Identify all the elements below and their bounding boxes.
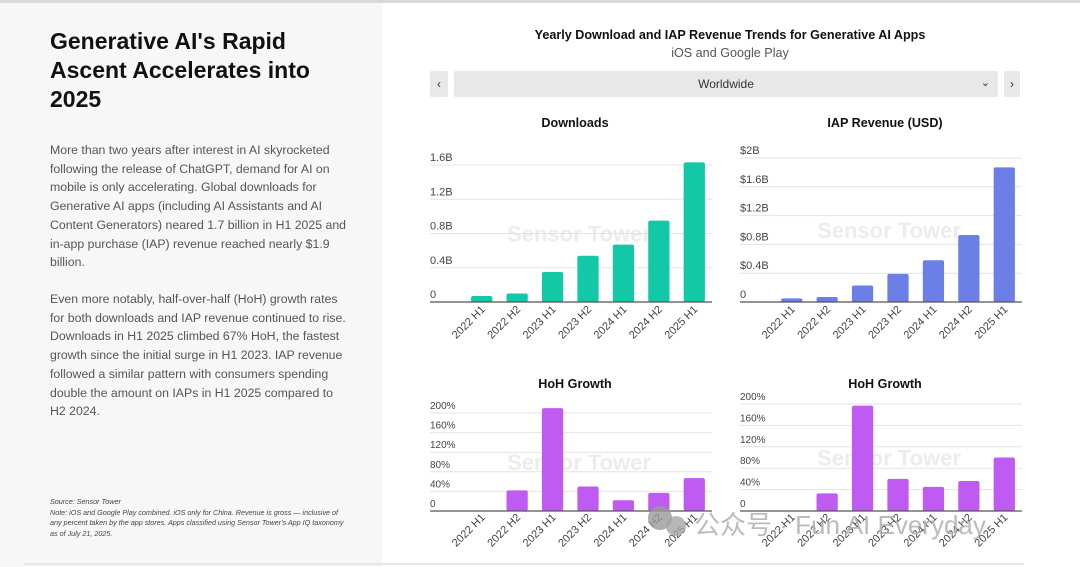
- y-tick-label: 0: [740, 289, 746, 301]
- x-tick-label: 2022 H2: [485, 512, 523, 550]
- bar-2025-h1: [993, 457, 1015, 511]
- y-tick-label: 120%: [740, 435, 766, 446]
- y-tick-label: 160%: [740, 413, 766, 424]
- x-tick-label: 2022 H1: [450, 512, 488, 550]
- x-tick-label: 2025 H1: [663, 304, 701, 342]
- bar-2024-h2: [648, 220, 670, 302]
- x-tick-label: 2022 H1: [760, 304, 798, 342]
- article-panel: Generative AI's Rapid Ascent Accelerates…: [0, 3, 382, 567]
- x-tick-label: 2023 H1: [831, 304, 869, 342]
- bar-2024-h2: [648, 492, 670, 511]
- article-paragraph-1: More than two years after interest in AI…: [50, 143, 347, 270]
- top-divider: [0, 0, 1080, 3]
- y-tick-label: 0.4B: [430, 255, 453, 267]
- source-label: Source: Sensor Tower: [50, 497, 121, 506]
- sensor-tower-watermark: Sensor Tower: [817, 446, 961, 471]
- y-tick-label: $0.4B: [740, 260, 769, 272]
- chevron-right-icon: ›: [1010, 77, 1014, 91]
- article-paragraph-2: Even more notably, half-over-half (HoH) …: [50, 292, 346, 419]
- y-tick-label: 0: [430, 289, 436, 301]
- wechat-logo-icon-secondary: [666, 516, 686, 536]
- x-tick-label: 2023 H2: [556, 304, 594, 342]
- bar-2023-h2: [887, 273, 909, 302]
- y-tick-label: 80%: [740, 456, 760, 467]
- bar-2022-h2: [816, 296, 838, 302]
- sensor-tower-watermark: Sensor Tower: [507, 450, 651, 475]
- bar-2023-h2: [887, 478, 909, 511]
- bar-2023-h1: [541, 408, 564, 511]
- x-tick-label: 2024 H1: [592, 304, 630, 342]
- chevron-left-icon: ‹: [437, 77, 441, 91]
- bar-2022-h2: [816, 493, 838, 511]
- y-tick-label: $2B: [740, 145, 760, 157]
- chart-title-2: IAP Revenue (USD): [827, 116, 942, 130]
- wechat-logo-icon: [648, 506, 672, 530]
- x-tick-label: 2025 H1: [973, 304, 1011, 342]
- bar-2022-h2: [506, 293, 528, 302]
- chart-title-3: HoH Growth: [538, 377, 611, 391]
- bar-2023-h2: [577, 486, 599, 511]
- prev-region-button[interactable]: ‹: [430, 71, 448, 97]
- dashboard-title: Yearly Download and IAP Revenue Trends f…: [534, 28, 926, 42]
- y-tick-label: $1.6B: [740, 174, 769, 186]
- x-tick-label: 2023 H1: [521, 304, 559, 342]
- bar-2023-h1: [541, 272, 564, 302]
- y-tick-label: 40%: [740, 478, 760, 489]
- methodology-note: Note: iOS and Google Play combined. iOS …: [50, 507, 344, 538]
- next-region-button[interactable]: ›: [1004, 71, 1020, 97]
- article-heading: Generative AI's Rapid Ascent Accelerates…: [50, 28, 310, 112]
- x-tick-label: 2024 H1: [592, 512, 630, 550]
- y-tick-label: $0.8B: [740, 231, 769, 243]
- x-tick-label: 2022 H2: [795, 304, 833, 342]
- y-tick-label: 200%: [740, 392, 766, 403]
- y-tick-label: $1.2B: [740, 203, 769, 215]
- source-note: Source: Sensor Tower Note: iOS and Googl…: [50, 497, 350, 539]
- dashboard-subtitle: iOS and Google Play: [671, 46, 789, 60]
- bottom-divider: [24, 563, 1024, 565]
- x-tick-label: 2024 H1: [902, 304, 940, 342]
- y-tick-label: 40%: [430, 479, 450, 490]
- y-tick-label: 1.6B: [430, 152, 453, 164]
- bar-2024-h1: [612, 244, 635, 302]
- x-tick-label: 2024 H2: [937, 304, 975, 342]
- y-tick-label: 0.8B: [430, 221, 453, 233]
- x-tick-label: 2022 H1: [450, 304, 488, 342]
- chart-title-1: Downloads: [541, 116, 608, 130]
- chart-title-4: HoH Growth: [848, 377, 921, 391]
- bar-2023-h2: [577, 255, 599, 302]
- y-tick-label: 160%: [430, 421, 456, 432]
- sensor-tower-watermark: Sensor Tower: [817, 218, 961, 243]
- x-tick-label: 2023 H2: [556, 512, 594, 550]
- x-tick-label: 2022 H2: [485, 304, 523, 342]
- bar-2023-h1: [851, 405, 874, 511]
- bar-2022-h2: [506, 490, 528, 511]
- chevron-down-icon: ⌄: [980, 77, 990, 89]
- region-dropdown[interactable]: Worldwide ⌄: [454, 71, 998, 97]
- bar-2023-h1: [851, 285, 874, 302]
- region-selected-value: Worldwide: [698, 77, 754, 91]
- y-tick-label: 1.2B: [430, 186, 453, 198]
- x-tick-label: 2023 H2: [866, 304, 904, 342]
- bar-2024-h1: [922, 486, 945, 511]
- bar-2022-h1: [471, 296, 493, 302]
- y-tick-label: 120%: [430, 440, 456, 451]
- bar-2025-h1: [683, 162, 705, 302]
- y-tick-label: 200%: [430, 401, 456, 412]
- y-tick-label: 80%: [430, 460, 450, 471]
- bar-2022-h1: [781, 298, 803, 302]
- wechat-account-watermark: 公众号 · Fun AI Everyday: [694, 510, 986, 540]
- bar-2024-h2: [958, 235, 980, 302]
- y-tick-label: 0: [430, 499, 436, 510]
- bar-2025-h1: [993, 167, 1015, 302]
- x-tick-label: 2023 H1: [521, 512, 559, 550]
- bar-2024-h2: [958, 481, 980, 511]
- x-tick-label: 2024 H2: [627, 304, 665, 342]
- y-tick-label: 0: [740, 499, 746, 510]
- bar-2024-h1: [922, 260, 945, 302]
- bar-2024-h1: [612, 500, 635, 511]
- bar-2025-h1: [683, 478, 705, 511]
